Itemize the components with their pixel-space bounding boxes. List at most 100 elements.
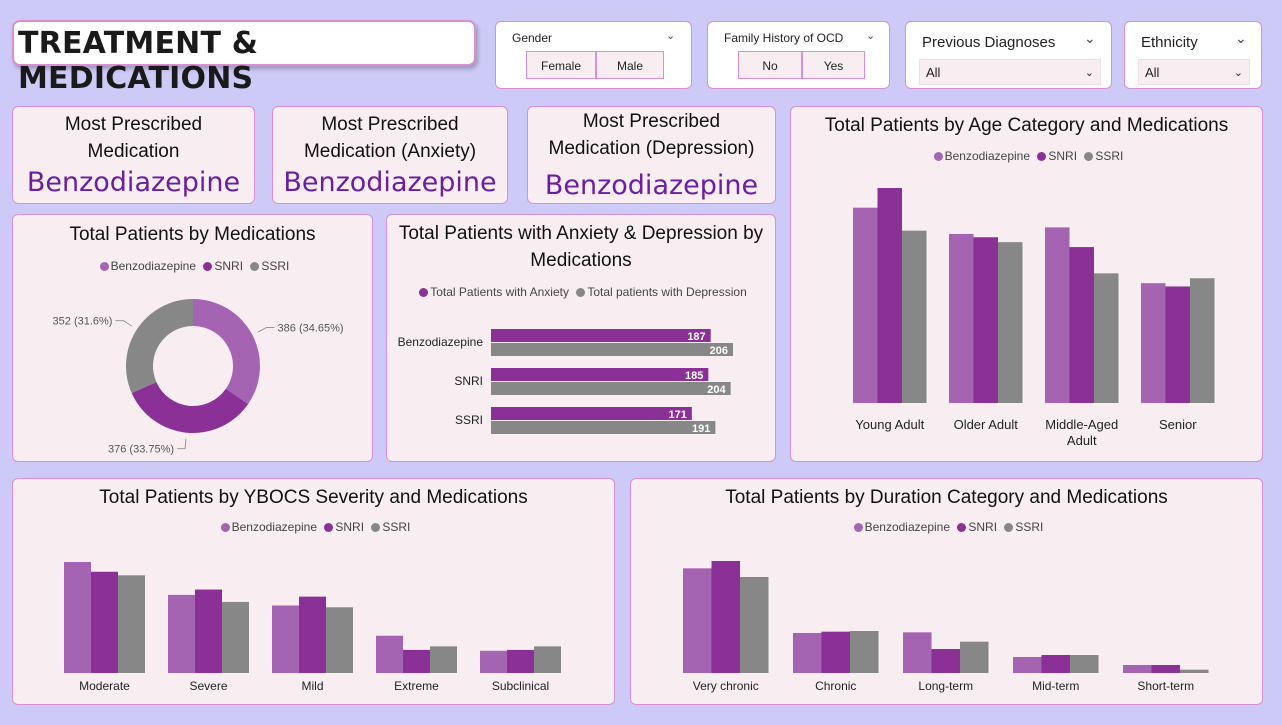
gender-option-female[interactable]: Female (526, 51, 596, 79)
category-label: Subclinical (492, 679, 549, 693)
chevron-down-icon[interactable]: ⌄ (866, 30, 876, 42)
legend-label: SSRI (382, 520, 411, 534)
legend-swatch-snri (203, 262, 213, 271)
bar-snri (1165, 286, 1190, 403)
bar-data-label: 185 (685, 370, 703, 382)
bar-ssri (118, 575, 145, 673)
bar-ssri (960, 641, 989, 673)
bar-snri (299, 596, 326, 673)
ethnicity-value: All (1145, 65, 1160, 80)
previous-diagnoses-value: All (926, 65, 941, 80)
category-label: Extreme (394, 679, 439, 693)
kpi-value: Benzodiazepine (544, 170, 759, 201)
bar-benzodiazepine (376, 635, 403, 673)
legend-swatch-snri (957, 523, 967, 532)
bar-benzodiazepine (272, 605, 299, 673)
chart-card-duration: Total Patients by Duration Category and … (630, 478, 1263, 705)
legend-label: Benzodiazepine (110, 259, 197, 273)
chart-card-medications: Total Patients by Medications Benzodiaze… (12, 214, 373, 462)
bar-anxiety (491, 329, 711, 342)
bar-benzodiazepine (480, 650, 507, 673)
anxiety-depression-bar-chart: Benzodiazepine 187 206 SNRI 185 204 SSRI 171 191 (398, 329, 733, 435)
bar-snri (877, 188, 902, 403)
donut-slice-snri (131, 382, 249, 433)
bar-benzodiazepine (1013, 657, 1042, 673)
previous-diagnoses-label: Previous Diagnoses (922, 34, 1056, 51)
bar-ssri (1094, 273, 1119, 403)
bar-depression (491, 421, 716, 434)
legend-swatch-ssri (250, 262, 260, 271)
bar-benzodiazepine (168, 594, 195, 673)
chevron-down-icon: ⌄ (1084, 67, 1094, 79)
bar-snri (973, 237, 998, 403)
bar-ssri (998, 242, 1023, 403)
category-label: Benzodiazepine (398, 335, 484, 349)
bar-benzodiazepine (793, 633, 822, 673)
bar-benzodiazepine (1123, 665, 1152, 673)
chart-title: Total Patients by Duration Category and … (725, 487, 1168, 508)
legend-label: Benzodiazepine (864, 520, 951, 534)
chart-title: Total Patients by YBOCS Severity and Med… (99, 487, 528, 508)
ybocs-bar-chart: Moderate Severe Mild Extreme Subclinical (64, 562, 561, 693)
category-label: Young Adult (855, 417, 924, 432)
chevron-down-icon[interactable]: ⌄ (666, 30, 676, 42)
bar-data-label: 171 (669, 409, 687, 421)
legend-label: SSRI (1015, 520, 1044, 534)
legend-label: SNRI (335, 520, 365, 534)
previous-diagnoses-select[interactable]: All ⌄ (919, 59, 1101, 85)
legend-label: Benzodiazepine (944, 149, 1031, 163)
chart-legend: Benzodiazepine SNRI SSRI (631, 520, 1262, 534)
kpi-card-most-prescribed-anxiety: Most Prescribed Medication (Anxiety) Ben… (272, 106, 508, 204)
chart-title: Total Patients by Age Category and Medic… (824, 115, 1229, 136)
legend-label: SNRI (214, 259, 244, 273)
bar-data-label: 206 (710, 345, 728, 357)
gender-option-male[interactable]: Male (596, 51, 664, 79)
category-label: SSRI (455, 413, 483, 427)
bar-benzodiazepine (1045, 227, 1070, 403)
family-option-yes[interactable]: Yes (802, 51, 865, 79)
bar-benzodiazepine (853, 207, 878, 403)
donut-chart: 386 (34.65%) 376 (33.75%) 352 (31.6%) (53, 299, 344, 456)
chevron-down-icon[interactable]: ⌄ (1235, 30, 1247, 46)
bar-data-label: 204 (707, 384, 726, 396)
legend-swatch-anxiety (419, 288, 429, 297)
bar-ssri (902, 230, 927, 403)
legend-label: SSRI (1095, 149, 1124, 163)
donut-data-label: 376 (33.75%) (108, 444, 174, 456)
kpi-title: Most Prescribed Medication (64, 114, 203, 162)
chart-card-ybocs: Total Patients by YBOCS Severity and Med… (12, 478, 615, 705)
donut-data-label: 352 (31.6%) (53, 316, 113, 328)
chart-legend: Total Patients with Anxiety Total patien… (387, 285, 775, 299)
bar-snri (403, 649, 430, 673)
bar-depression (491, 343, 733, 356)
donut-leader-line (257, 327, 275, 333)
ethnicity-select[interactable]: All ⌄ (1138, 59, 1250, 85)
family-option-no[interactable]: No (738, 51, 802, 79)
bar-data-label: 187 (687, 331, 705, 343)
bar-ssri (1180, 669, 1209, 673)
kpi-title: Most Prescribed Medication (Anxiety) (303, 114, 477, 162)
legend-swatch-benzo (220, 523, 230, 532)
category-label: Short-term (1137, 679, 1194, 693)
chart-legend: Benzodiazepine SNRI SSRI (791, 149, 1262, 163)
bar-data-label: 191 (692, 423, 710, 435)
bar-benzodiazepine (1141, 283, 1166, 403)
category-label: Long-term (918, 679, 973, 693)
previous-diagnoses-filter: Previous Diagnoses ⌄ All ⌄ (905, 21, 1112, 89)
category-label: Moderate (79, 679, 130, 693)
chevron-down-icon[interactable]: ⌄ (1084, 30, 1096, 46)
bar-ssri (222, 601, 249, 673)
chevron-down-icon: ⌄ (1233, 67, 1243, 79)
bar-snri (1069, 247, 1094, 403)
legend-swatch-ssri (1004, 523, 1014, 532)
bar-ssri (1070, 655, 1099, 673)
chart-card-anxiety-depression: Total Patients with Anxiety & Depression… (386, 214, 776, 462)
bar-ssri (1190, 278, 1215, 403)
bar-depression (491, 382, 731, 395)
kpi-title: Most Prescribed Medication (Depression) (548, 111, 755, 159)
donut-slice-ssri (126, 299, 193, 393)
chart-title: Total Patients by Medications (69, 224, 316, 245)
chart-legend: Benzodiazepine SNRI SSRI (13, 259, 372, 273)
bar-benzodiazepine (903, 632, 932, 673)
category-label: Mild (301, 679, 323, 693)
